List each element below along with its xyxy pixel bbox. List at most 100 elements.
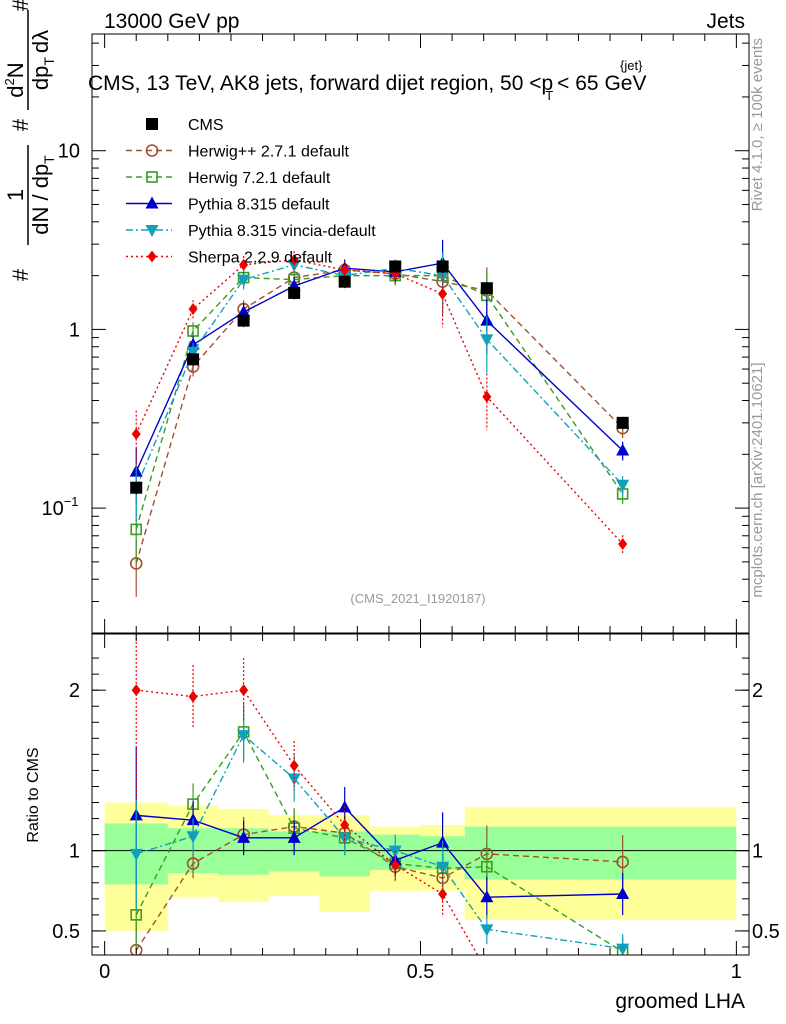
data-point bbox=[288, 286, 301, 299]
ratio-y-tick-label: 1 bbox=[69, 841, 80, 863]
data-point bbox=[436, 260, 449, 273]
ratio-point bbox=[481, 860, 493, 873]
ratio-point bbox=[480, 890, 494, 903]
data-point bbox=[616, 443, 630, 456]
data-point bbox=[131, 427, 141, 440]
tick-base: 10 bbox=[41, 498, 63, 520]
ratio-pythia-8-315-vincia-default bbox=[129, 707, 630, 955]
tick-exp: −1 bbox=[64, 494, 79, 509]
ratio-uncertainty-bands bbox=[104, 802, 737, 931]
ratio-axes-group: 0.5 0.5 1 1 2 2 0 0.5 1 bbox=[52, 634, 780, 983]
ratio-point bbox=[482, 965, 491, 977]
data-point bbox=[130, 481, 143, 494]
series-cms bbox=[130, 260, 629, 495]
watermark: (CMS_2021_I1920187) bbox=[350, 591, 485, 606]
data-point bbox=[438, 287, 448, 300]
main-title-sup: {jet} bbox=[620, 58, 643, 73]
legend-marker bbox=[146, 118, 158, 130]
data-point bbox=[130, 523, 143, 536]
data-point bbox=[239, 258, 249, 271]
data-point bbox=[480, 334, 494, 347]
data-point bbox=[616, 416, 629, 429]
series-herwig-2-7-1-default bbox=[129, 258, 629, 597]
main-y-tick-label: 10 bbox=[58, 141, 80, 163]
ylabel-dndpt: dN / dpT bbox=[28, 155, 57, 235]
data-point bbox=[237, 305, 251, 318]
ylabel-dpt-dlambda: dpTdλ bbox=[28, 30, 57, 90]
series-sherpa-2-2-9-default bbox=[131, 251, 628, 554]
data-point bbox=[480, 282, 493, 295]
legend-entry: Herwig 7.2.1 default bbox=[126, 170, 331, 187]
legend-entry: Sherpa 2.2.9 default bbox=[126, 250, 333, 267]
legend-label: Pythia 8.315 default bbox=[188, 197, 330, 214]
ylabel-hash-1: # bbox=[8, 268, 33, 281]
ratio-point bbox=[338, 800, 352, 813]
data-point bbox=[338, 275, 351, 288]
x-axis-label: groomed LHA bbox=[615, 990, 745, 1013]
series-herwig-7-2-1-default bbox=[130, 252, 629, 563]
legend-label: Pythia 8.315 vincia-default bbox=[188, 223, 376, 240]
main-y-axis-label: # 1 dN / dpT # d2N dpTdλ # bbox=[2, 0, 57, 281]
mcplots-label: mcplots.cern.ch [arXiv:2401.10621] bbox=[749, 362, 766, 597]
rivet-label: Rivet 4.1.0, ≥ 100k events bbox=[749, 38, 766, 211]
x-tick-label: 1 bbox=[731, 961, 742, 983]
data-point bbox=[187, 325, 199, 337]
ratio-point bbox=[186, 857, 200, 870]
ratio-plot-panel: 0.5 0.5 1 1 2 2 0 0.5 1 Ratio to CMS groomed LHA bbox=[25, 633, 780, 1013]
beam-energy-label: 13000 GeV pp bbox=[104, 10, 239, 33]
green-band bbox=[464, 826, 737, 880]
data-point bbox=[188, 303, 198, 316]
ratio-y-tick-label-right: 0.5 bbox=[752, 921, 780, 943]
ratio-point bbox=[618, 971, 627, 983]
ratio-point bbox=[340, 818, 350, 831]
main-title-sub: T bbox=[545, 88, 553, 103]
ratio-point bbox=[436, 861, 450, 874]
main-title-end: < 65 GeV bbox=[557, 72, 646, 95]
main-title: CMS, 13 TeV, AK8 jets, forward dijet reg… bbox=[88, 72, 646, 103]
data-point bbox=[237, 274, 251, 287]
x-tick-label: 0 bbox=[99, 961, 110, 983]
legend-entry: Pythia 8.315 vincia-default bbox=[126, 223, 376, 240]
data-point bbox=[340, 264, 350, 277]
ratio-y-tick-label-right: 1 bbox=[752, 841, 763, 863]
series-line bbox=[135, 259, 624, 545]
ratio-point bbox=[287, 830, 301, 843]
ratio-point bbox=[438, 888, 448, 901]
ylabel-d2n: d2N bbox=[2, 62, 28, 97]
ratio-point bbox=[480, 924, 494, 937]
series-line bbox=[135, 274, 624, 530]
main-y-tick-label: 10−1 bbox=[41, 494, 78, 520]
ratio-point bbox=[390, 859, 400, 872]
main-y-tick-label: 1 bbox=[69, 319, 80, 341]
data-point bbox=[186, 346, 200, 359]
legend-marker bbox=[145, 196, 159, 209]
legend: CMS Herwig++ 2.7.1 default Herwig 7.2.1 de… bbox=[126, 117, 376, 267]
ratio-point bbox=[287, 773, 301, 786]
ratio-point bbox=[237, 830, 251, 843]
legend-entry: Herwig++ 2.7.1 default bbox=[126, 144, 350, 161]
ratio-point bbox=[237, 730, 251, 743]
ratio-point bbox=[239, 684, 249, 697]
data-point bbox=[389, 260, 402, 273]
legend-marker bbox=[145, 225, 159, 237]
ratio-sherpa-2-2-9-default bbox=[131, 634, 627, 983]
ratio-point bbox=[186, 831, 200, 844]
legend-label: CMS bbox=[188, 117, 224, 134]
ratio-point bbox=[131, 684, 141, 697]
ratio-point bbox=[616, 855, 629, 869]
ylabel-hash-3: # bbox=[8, 0, 33, 11]
legend-label: Herwig 7.2.1 default bbox=[188, 170, 331, 187]
series-line bbox=[135, 269, 624, 564]
ratio-point bbox=[616, 887, 630, 900]
legend-label: Sherpa 2.2.9 default bbox=[188, 250, 333, 267]
data-point bbox=[237, 314, 250, 327]
ratio-y-tick-label-right: 2 bbox=[752, 680, 763, 702]
ratio-y-tick-label: 2 bbox=[69, 680, 80, 702]
data-point bbox=[618, 537, 628, 550]
ratio-point bbox=[130, 909, 143, 921]
data-point bbox=[616, 479, 630, 492]
ratio-y-tick-label: 0.5 bbox=[52, 921, 80, 943]
